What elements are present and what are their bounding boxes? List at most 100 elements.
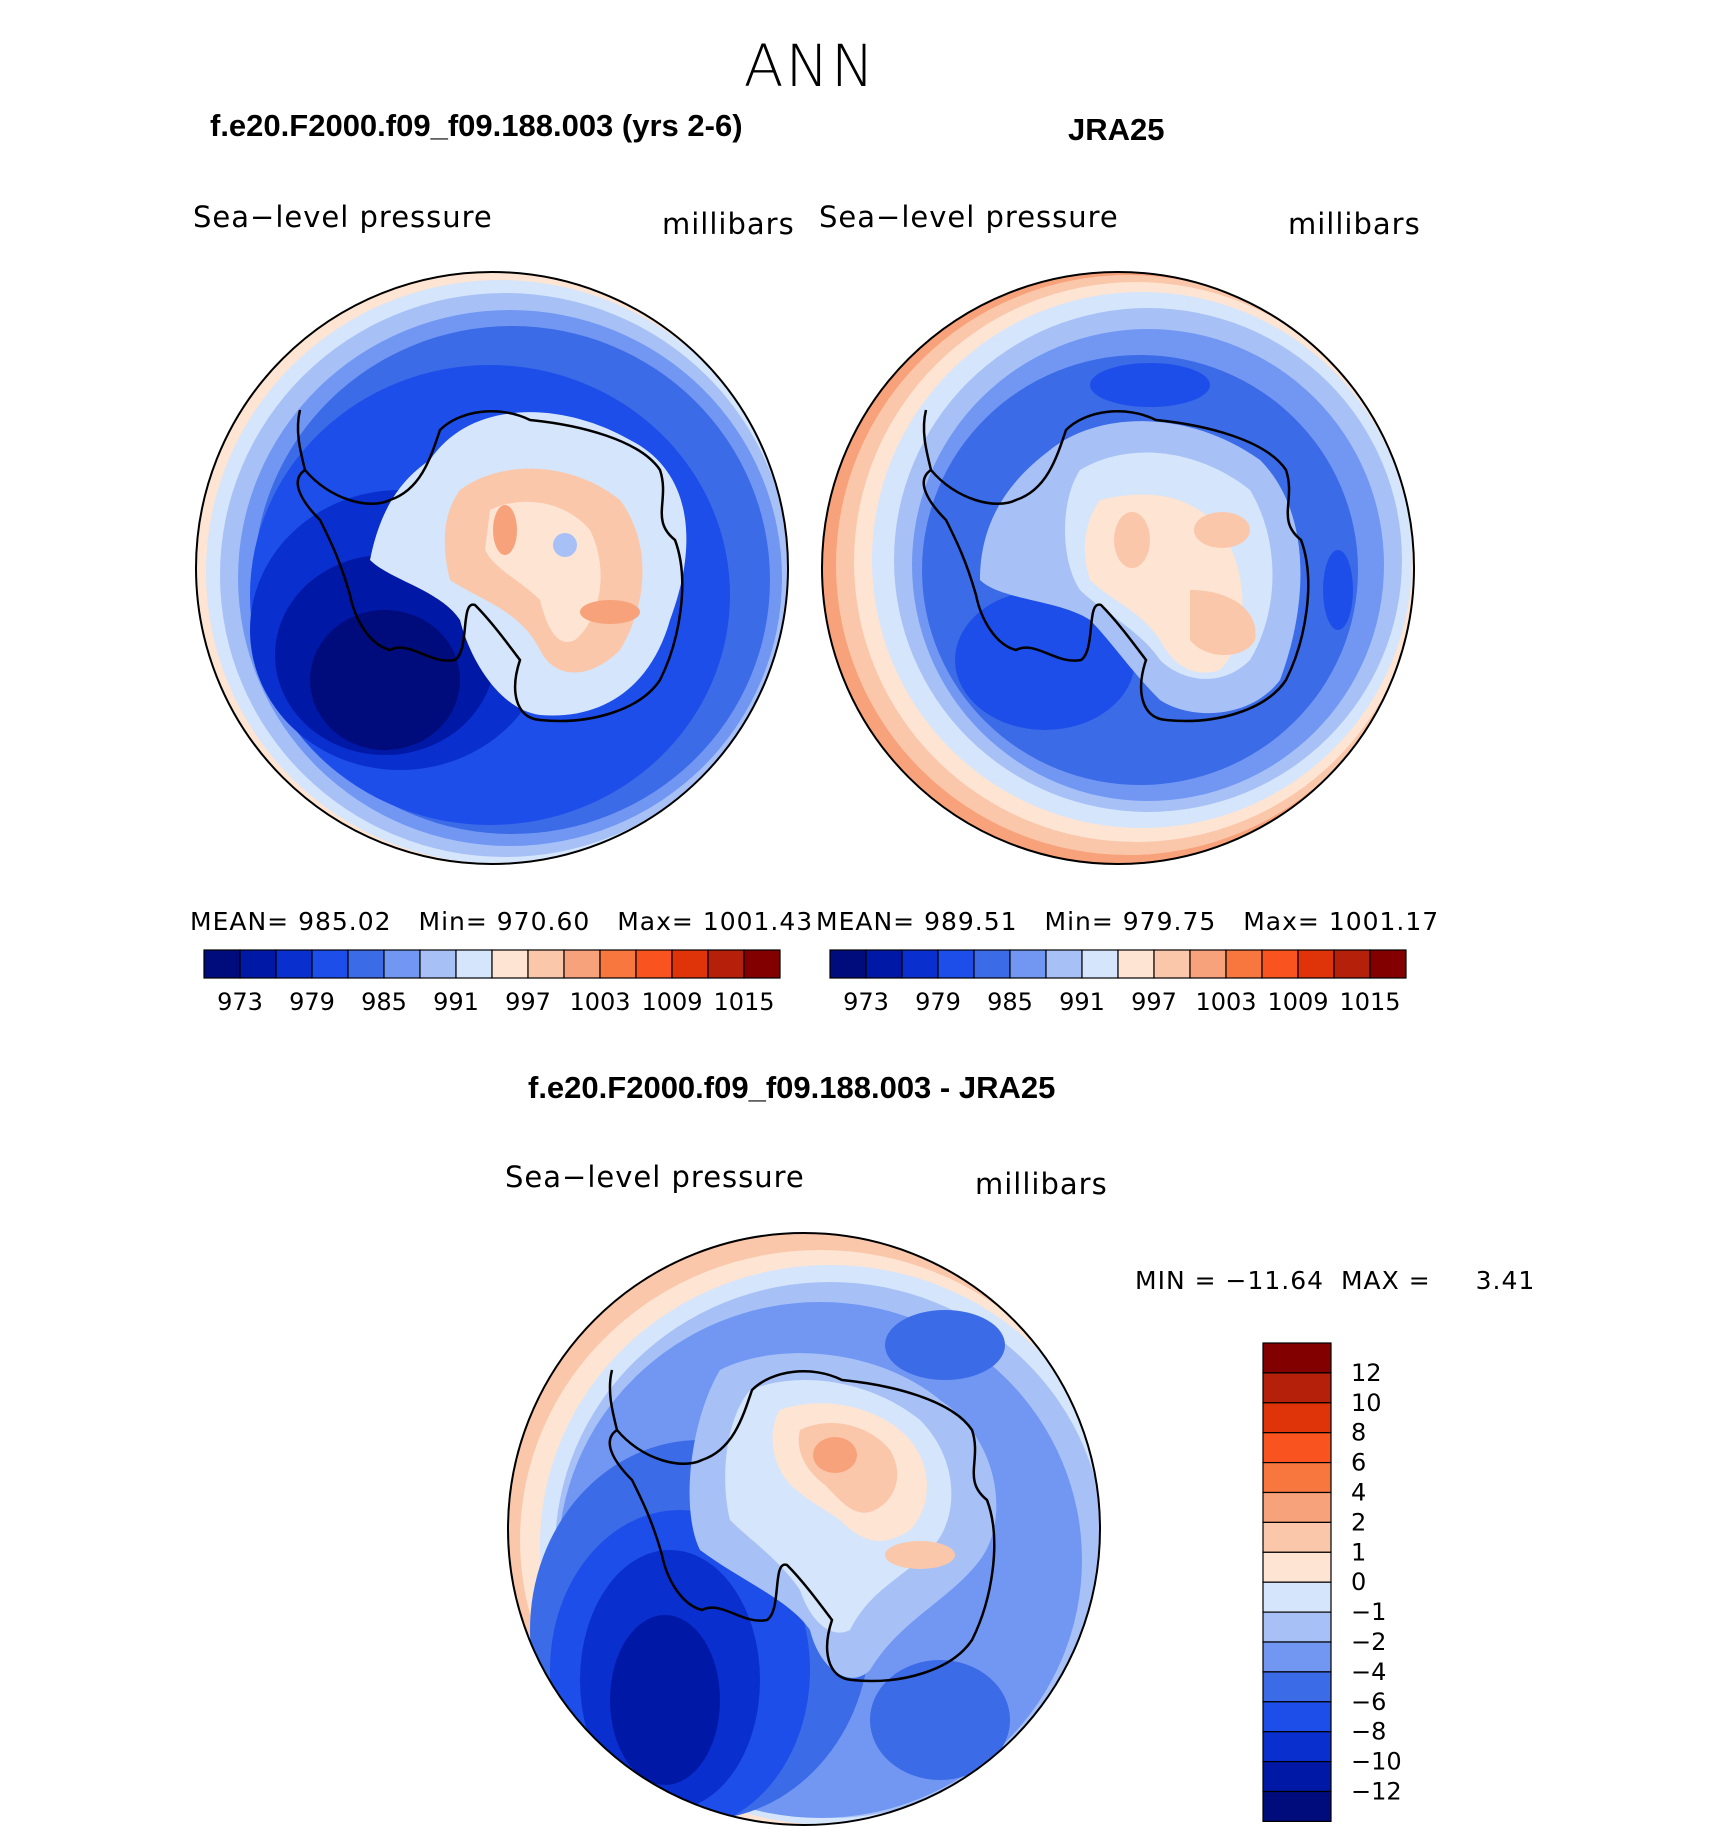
colorbar-tick-label: 1009 <box>1267 988 1328 1016</box>
colorbar-box <box>1225 949 1263 979</box>
diff-colorbar-tick-label: 8 <box>1351 1419 1366 1447</box>
panel1-variable-label: Sea−level pressure <box>193 200 493 234</box>
diff-colorbar-box <box>1262 1372 1332 1404</box>
diff-colorbar-tick-label: −1 <box>1351 1598 1386 1626</box>
colorbar-box <box>239 949 277 979</box>
colorbar-box <box>743 949 781 979</box>
colorbar-box <box>383 949 421 979</box>
diff-units-label: millibars <box>975 1167 1108 1201</box>
panel2-max-value: 1001.17 <box>1328 907 1440 936</box>
colorbar-box <box>275 949 313 979</box>
diff-colorbar-box <box>1262 1342 1332 1374</box>
colorbar-tick-label: 1015 <box>713 988 774 1016</box>
panel2-variable-label: Sea−level pressure <box>819 200 1119 234</box>
colorbar-box <box>829 949 867 979</box>
colorbar-box <box>865 949 903 979</box>
colorbar-box <box>973 949 1011 979</box>
panel1-mean-label: MEAN= <box>190 907 290 936</box>
diff-colorbar-box <box>1262 1641 1332 1673</box>
diff-colorbar-tick-label: 12 <box>1351 1359 1382 1387</box>
colorbar-tick-label: 991 <box>1059 988 1105 1016</box>
panel1-max-label: Max= <box>617 907 694 936</box>
panel2-stats: MEAN= 989.51 Min= 979.75 Max= 1001.17 <box>816 907 1439 936</box>
colorbar-tick-label: 1003 <box>1195 988 1256 1016</box>
colorbar-tick-label: 1015 <box>1339 988 1400 1016</box>
diff-colorbar-tick-label: 10 <box>1351 1389 1382 1417</box>
colorbar-box <box>1009 949 1047 979</box>
diff-coastline <box>608 1369 996 1683</box>
diff-colorbar-tick-label: −6 <box>1351 1688 1386 1716</box>
colorbar-tick-label: 985 <box>361 988 407 1016</box>
colorbar-tick-label: 973 <box>843 988 889 1016</box>
diff-colorbar-box <box>1262 1491 1332 1523</box>
panel2-min-label: Min= <box>1044 907 1114 936</box>
colorbar-box <box>1117 949 1155 979</box>
diff-colorbar-box <box>1262 1551 1332 1583</box>
colorbar-tick-label: 979 <box>289 988 335 1016</box>
colorbar-tick-label: 1003 <box>569 988 630 1016</box>
colorbar-box <box>707 949 745 979</box>
panel1-max-value: 1001.43 <box>702 907 814 936</box>
colorbar-tick-label: 991 <box>433 988 479 1016</box>
colorbar-tick-label: 997 <box>1131 988 1177 1016</box>
diff-colorbar-box <box>1262 1671 1332 1703</box>
panel1-map <box>195 271 1415 865</box>
panel2-mean-value: 989.51 <box>924 907 1018 936</box>
panel2-contours <box>822 272 1414 864</box>
colorbar-tick-label: 979 <box>915 988 961 1016</box>
colorbar-box <box>1297 949 1335 979</box>
colorbar-box <box>1333 949 1371 979</box>
diff-colorbar-box <box>1262 1611 1332 1643</box>
panel2-min-value: 979.75 <box>1122 907 1217 936</box>
colorbar-box <box>419 949 457 979</box>
colorbar-box <box>1045 949 1083 979</box>
panel1-case-title: f.e20.F2000.f09_f09.188.003 (yrs 2-6) <box>210 108 743 143</box>
colorbar-tick-label: 1009 <box>641 988 702 1016</box>
colorbar-box <box>1153 949 1191 979</box>
colorbar-tick-label: 997 <box>505 988 551 1016</box>
diff-colorbar-tick-label: 2 <box>1351 1508 1366 1536</box>
colorbar-box <box>1081 949 1119 979</box>
diff-colorbar-box <box>1262 1521 1332 1553</box>
colorbar-box <box>455 949 493 979</box>
season-title: ANN <box>743 32 877 100</box>
panel2-map-border <box>821 271 1415 865</box>
panel1-map-border <box>195 271 789 865</box>
diff-max-label: MAX = <box>1340 1266 1431 1295</box>
colorbar-box <box>1189 949 1227 979</box>
abs-colorbars: 973 979 985 991 997 1003 1009 1015 973 979 985 991… <box>203 949 1407 1016</box>
diff-min-label: MIN = <box>1135 1266 1217 1295</box>
panel1-min-label: Min= <box>418 907 488 936</box>
diff-colorbar-box <box>1262 1760 1332 1793</box>
diff-colorbar-tick-label: −4 <box>1351 1658 1386 1686</box>
diff-colorbar-tick-label: 1 <box>1351 1538 1366 1566</box>
colorbar-box <box>901 949 939 979</box>
panel1-contours <box>196 272 788 864</box>
colorbar-box <box>1261 949 1299 979</box>
panel2-mean-label: MEAN= <box>816 907 916 936</box>
colorbar-box <box>347 949 385 979</box>
colorbar-tick-label: 973 <box>217 988 263 1016</box>
colorbar-box <box>311 949 349 979</box>
diff-colorbar-tick-label: 0 <box>1351 1568 1366 1596</box>
colorbar-tick-label: 985 <box>987 988 1033 1016</box>
panel1-mean-value: 985.02 <box>298 907 392 936</box>
colorbar-box <box>671 949 709 979</box>
diff-colorbar-tick-label: 6 <box>1351 1449 1366 1477</box>
panel1-units-label: millibars <box>662 207 795 241</box>
diff-colorbar-tick-label: −2 <box>1351 1628 1386 1656</box>
diff-colorbar-tick-label: −10 <box>1351 1748 1402 1776</box>
colorbar-box <box>527 949 565 979</box>
diff-variable-label: Sea−level pressure <box>505 1160 805 1194</box>
diff-max-value: 3.41 <box>1475 1266 1536 1295</box>
diff-colorbar-box <box>1262 1462 1332 1494</box>
colorbar-box <box>937 949 975 979</box>
diff-colorbar-box <box>1262 1432 1332 1464</box>
panel1-colorbar: 973 979 985 991 997 1003 1009 1015 <box>203 949 781 1016</box>
panel2-units-label: millibars <box>1288 207 1421 241</box>
diff-map-border <box>507 1232 1101 1826</box>
colorbar-box <box>563 949 601 979</box>
colorbar-box <box>491 949 529 979</box>
panel1-stats: MEAN= 985.02 Min= 970.60 Max= 1001.43 <box>190 907 813 936</box>
